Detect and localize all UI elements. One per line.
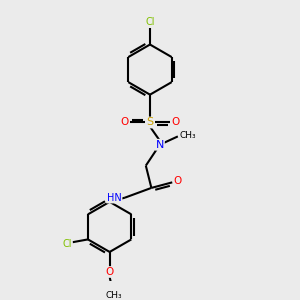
Text: S: S: [146, 118, 154, 128]
Text: O: O: [171, 118, 179, 128]
Text: Cl: Cl: [145, 17, 155, 27]
Text: CH₃: CH₃: [179, 130, 196, 140]
Text: HN: HN: [107, 193, 122, 203]
Text: N: N: [156, 140, 164, 150]
Text: O: O: [121, 118, 129, 128]
Text: CH₃: CH₃: [106, 291, 122, 300]
Text: O: O: [174, 176, 182, 186]
Text: Cl: Cl: [62, 238, 72, 249]
Text: O: O: [106, 267, 114, 277]
